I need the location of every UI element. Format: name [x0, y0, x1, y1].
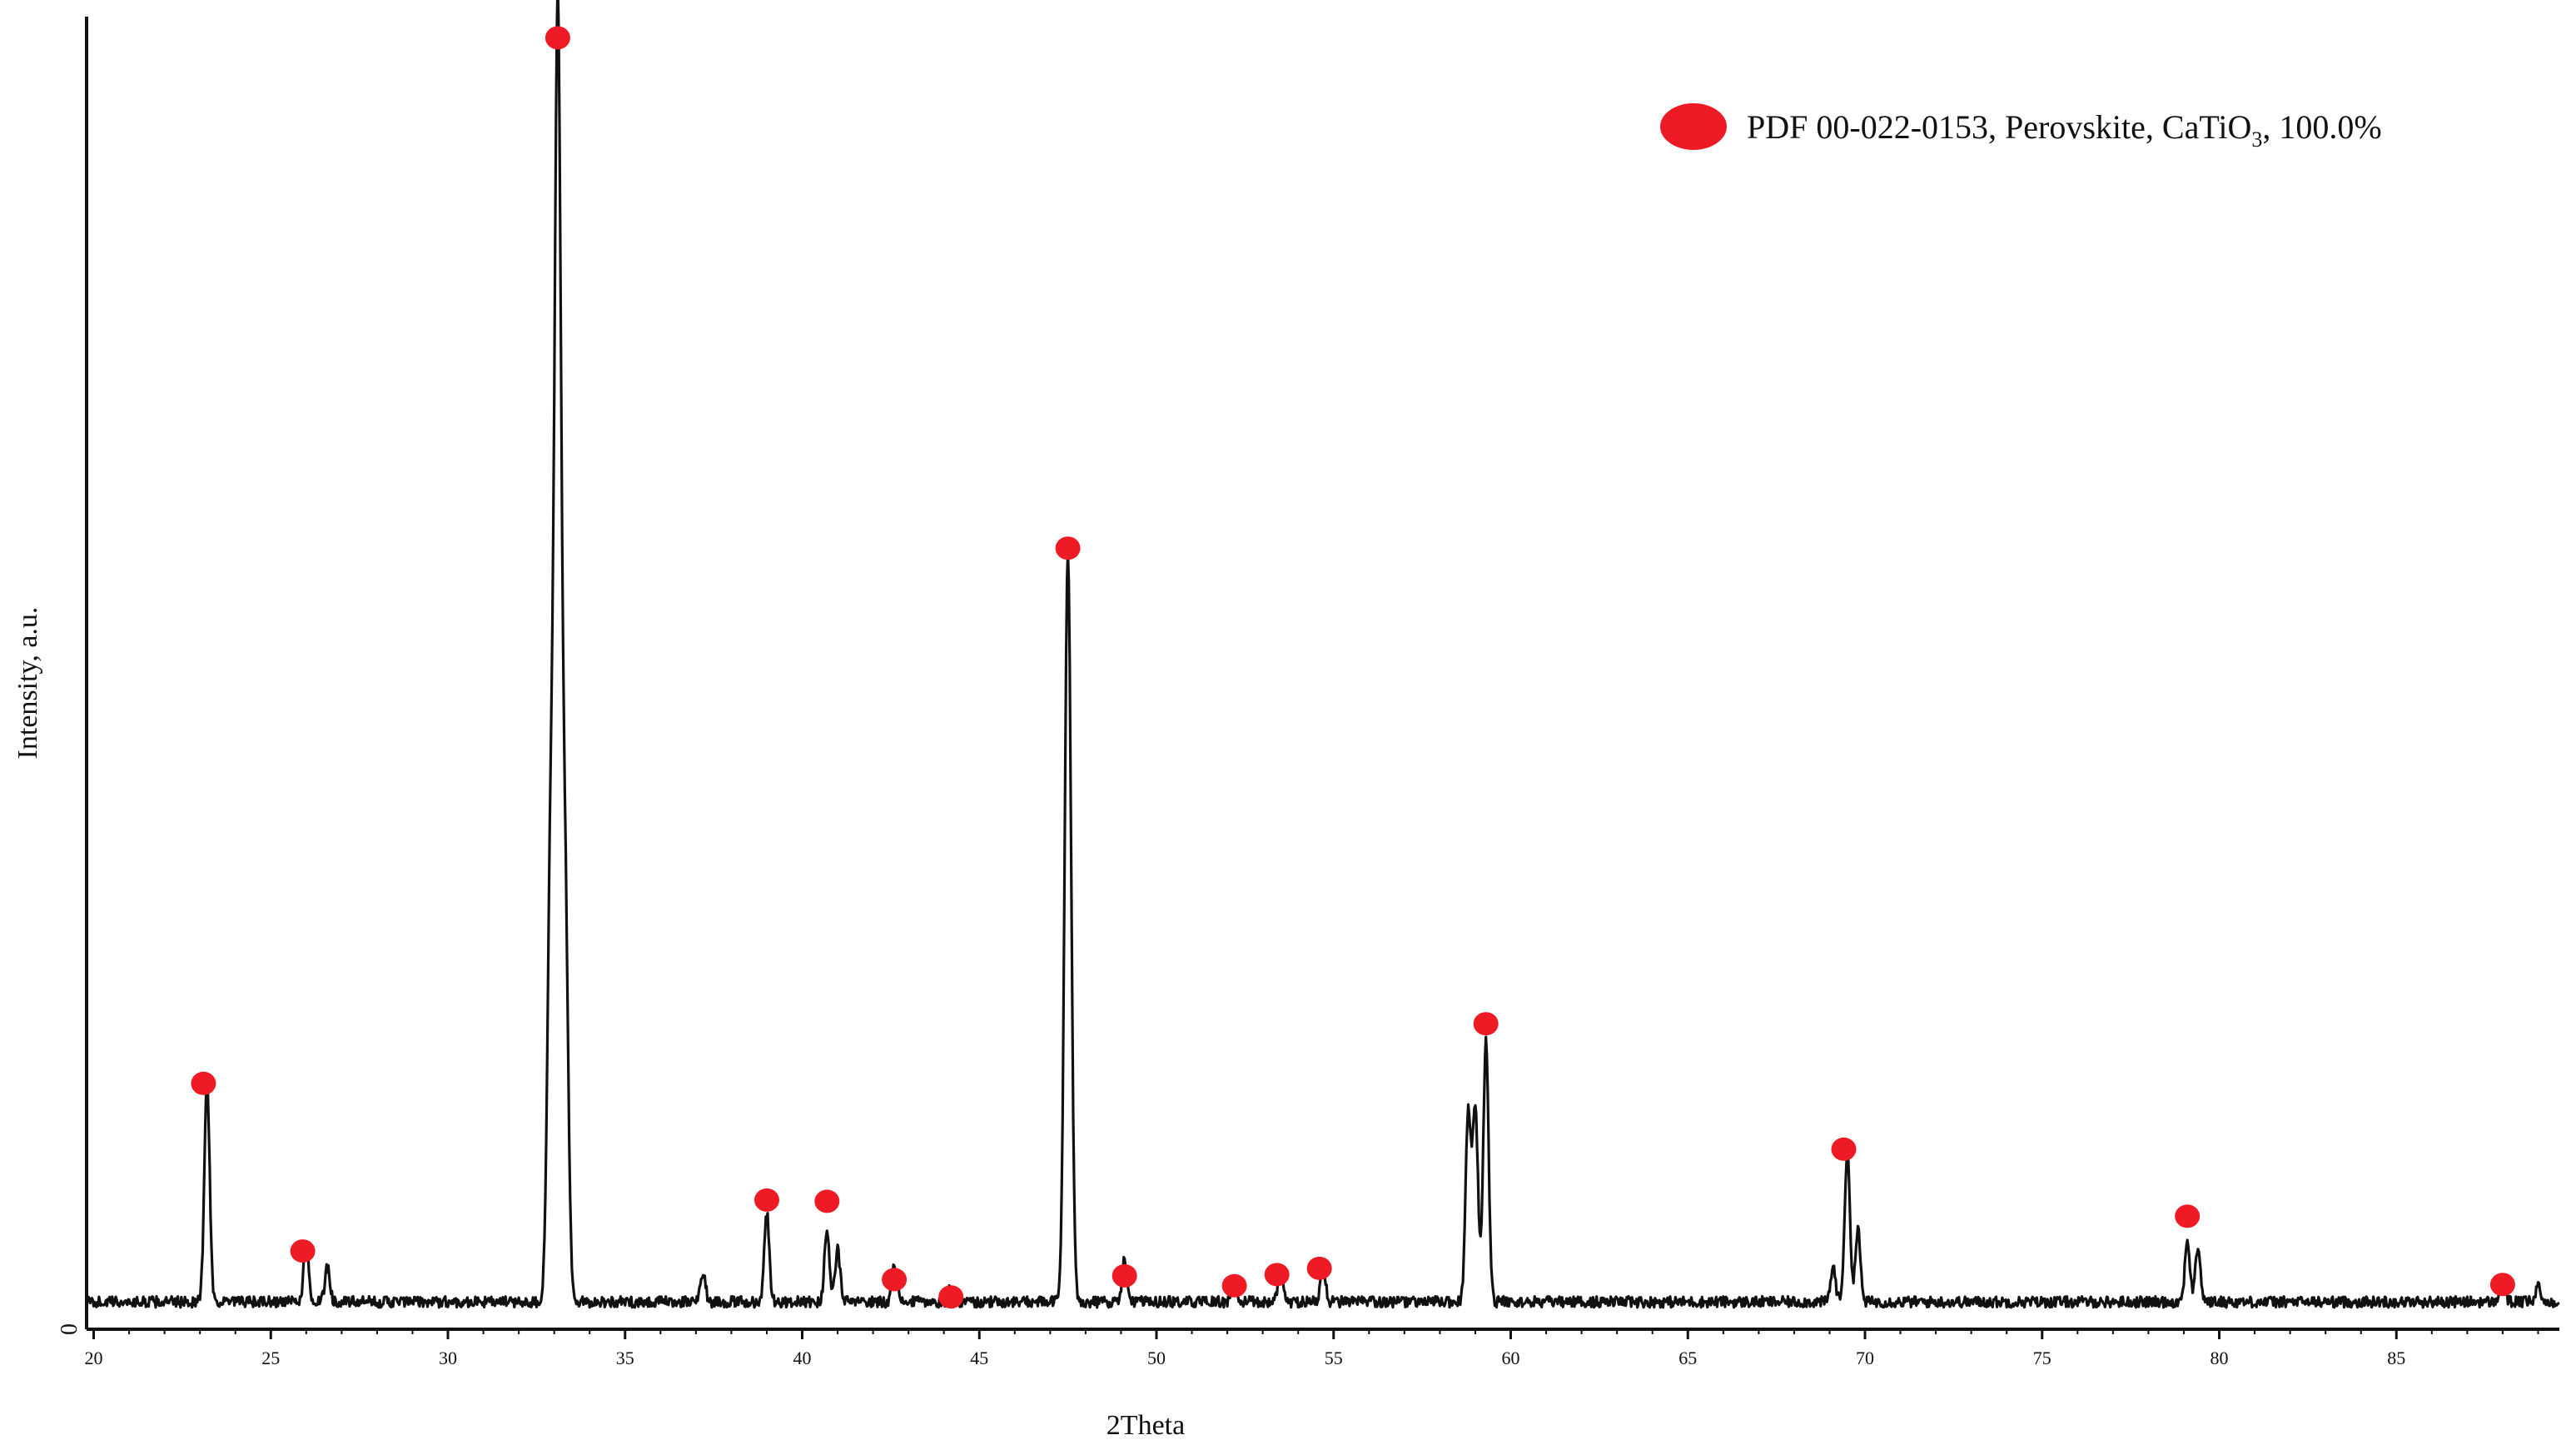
peak-marker-6 — [938, 1285, 964, 1309]
peak-marker-8 — [1111, 1263, 1137, 1288]
peak-marker-0 — [191, 1071, 216, 1095]
peak-marker-9 — [1221, 1273, 1247, 1298]
peak-marker-11 — [1306, 1256, 1332, 1280]
peak-marker-15 — [2489, 1273, 2515, 1297]
legend-label: PDF 00-022-0153, Perovskite, CaTiO3, 100… — [1747, 108, 2382, 152]
x-tick-label-35: 35 — [616, 1348, 634, 1368]
x-ticks: 20 25 30 35 40 45 50 55 60 65 70 75 80 85 — [85, 1329, 2539, 1368]
y-axis-title: Intensity, a.u. — [12, 607, 43, 760]
y-tick-label-0: 0 — [57, 1323, 82, 1335]
legend-label-tail: , 100.0% — [2262, 108, 2381, 146]
peak-marker-3 — [754, 1188, 779, 1212]
x-tick-label-85: 85 — [2387, 1348, 2405, 1368]
peak-marker-4 — [814, 1189, 840, 1213]
x-tick-label-20: 20 — [85, 1348, 103, 1368]
peak-marker-7 — [1055, 536, 1081, 561]
legend: PDF 00-022-0153, Perovskite, CaTiO3, 100… — [1660, 103, 2382, 152]
peak-marker-13 — [1831, 1137, 1857, 1161]
diffraction-pattern-line — [85, 0, 2560, 1309]
x-tick-label-55: 55 — [1325, 1348, 1343, 1368]
peak-marker-5 — [882, 1268, 908, 1292]
x-tick-label-80: 80 — [2210, 1348, 2229, 1368]
x-tick-label-50: 50 — [1147, 1348, 1166, 1368]
x-axis-title: 2Theta — [1106, 1410, 1185, 1441]
x-tick-label-25: 25 — [261, 1348, 280, 1368]
x-tick-label-65: 65 — [1678, 1348, 1697, 1368]
peak-marker-1 — [290, 1239, 316, 1263]
peak-marker-2 — [545, 26, 570, 50]
x-tick-label-60: 60 — [1502, 1348, 1520, 1368]
x-tick-label-75: 75 — [2033, 1348, 2051, 1368]
peak-marker-12 — [1473, 1012, 1499, 1036]
x-tick-label-45: 45 — [970, 1348, 988, 1368]
peak-marker-14 — [2175, 1204, 2201, 1228]
plot-area — [85, 0, 2560, 1309]
x-tick-label-70: 70 — [1856, 1348, 1874, 1368]
x-tick-label-40: 40 — [793, 1348, 812, 1368]
legend-label-main: PDF 00-022-0153, Perovskite, CaTiO — [1747, 108, 2251, 146]
peak-markers — [191, 26, 2515, 1309]
peak-marker-10 — [1264, 1263, 1290, 1287]
legend-label-subscript: 3 — [2251, 127, 2262, 152]
x-tick-label-30: 30 — [439, 1348, 457, 1368]
legend-marker — [1660, 103, 1727, 150]
